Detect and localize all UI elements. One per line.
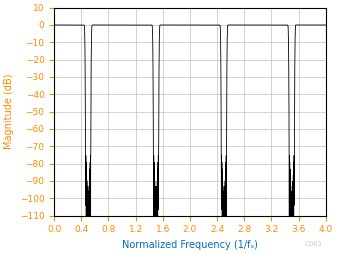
Y-axis label: Magnitude (dB): Magnitude (dB) bbox=[4, 74, 14, 149]
Text: C001: C001 bbox=[305, 241, 323, 246]
X-axis label: Normalized Frequency (1/fₛ): Normalized Frequency (1/fₛ) bbox=[122, 240, 258, 250]
